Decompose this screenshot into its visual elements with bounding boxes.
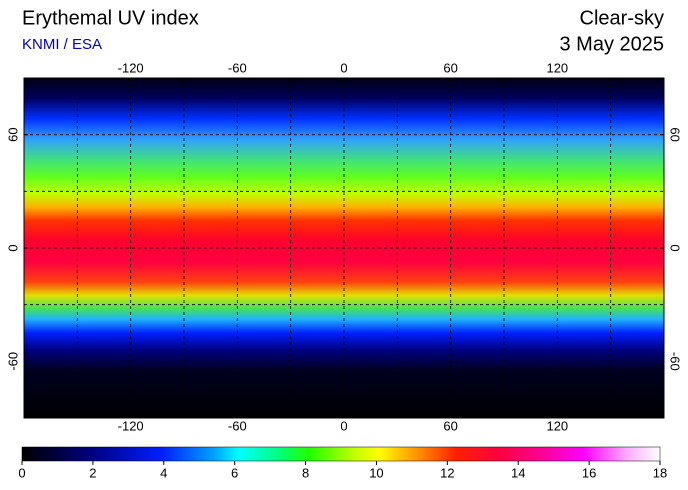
colorbar-label: 4	[160, 465, 167, 480]
lat-label-right: -60	[668, 352, 683, 371]
lon-label-bottom: -60	[228, 418, 247, 433]
lon-label-top: 120	[546, 60, 568, 75]
title: Erythemal UV index	[22, 7, 199, 29]
colorbar-label: 14	[511, 465, 525, 480]
lon-label-top: -60	[228, 60, 247, 75]
lat-label-left: 0	[5, 244, 20, 251]
colorbar-label: 16	[582, 465, 596, 480]
lon-label-bottom: 120	[546, 418, 568, 433]
colorbar-label: 2	[89, 465, 96, 480]
colorbar-label: 12	[440, 465, 454, 480]
colorbar-label: 10	[369, 465, 383, 480]
colorbar	[21, 446, 661, 462]
lon-label-top: 60	[443, 60, 457, 75]
lon-label-top: 0	[340, 60, 347, 75]
lat-label-right: 60	[668, 127, 683, 141]
lat-label-right: 0	[668, 244, 683, 251]
lon-label-bottom: -120	[118, 418, 144, 433]
lon-label-top: -120	[118, 60, 144, 75]
source: KNMI / ESA	[22, 36, 102, 53]
lat-label-left: -60	[5, 352, 20, 371]
lon-label-bottom: 60	[443, 418, 457, 433]
condition: Clear-sky	[580, 7, 664, 29]
colorbar-label: 8	[302, 465, 309, 480]
colorbar-label: 6	[231, 465, 238, 480]
colorbar-label: 0	[18, 465, 25, 480]
graticule	[24, 78, 664, 418]
colorbar-label: 18	[653, 465, 667, 480]
lat-label-left: 60	[5, 127, 20, 141]
date: 3 May 2025	[559, 33, 664, 55]
lon-label-bottom: 0	[340, 418, 347, 433]
